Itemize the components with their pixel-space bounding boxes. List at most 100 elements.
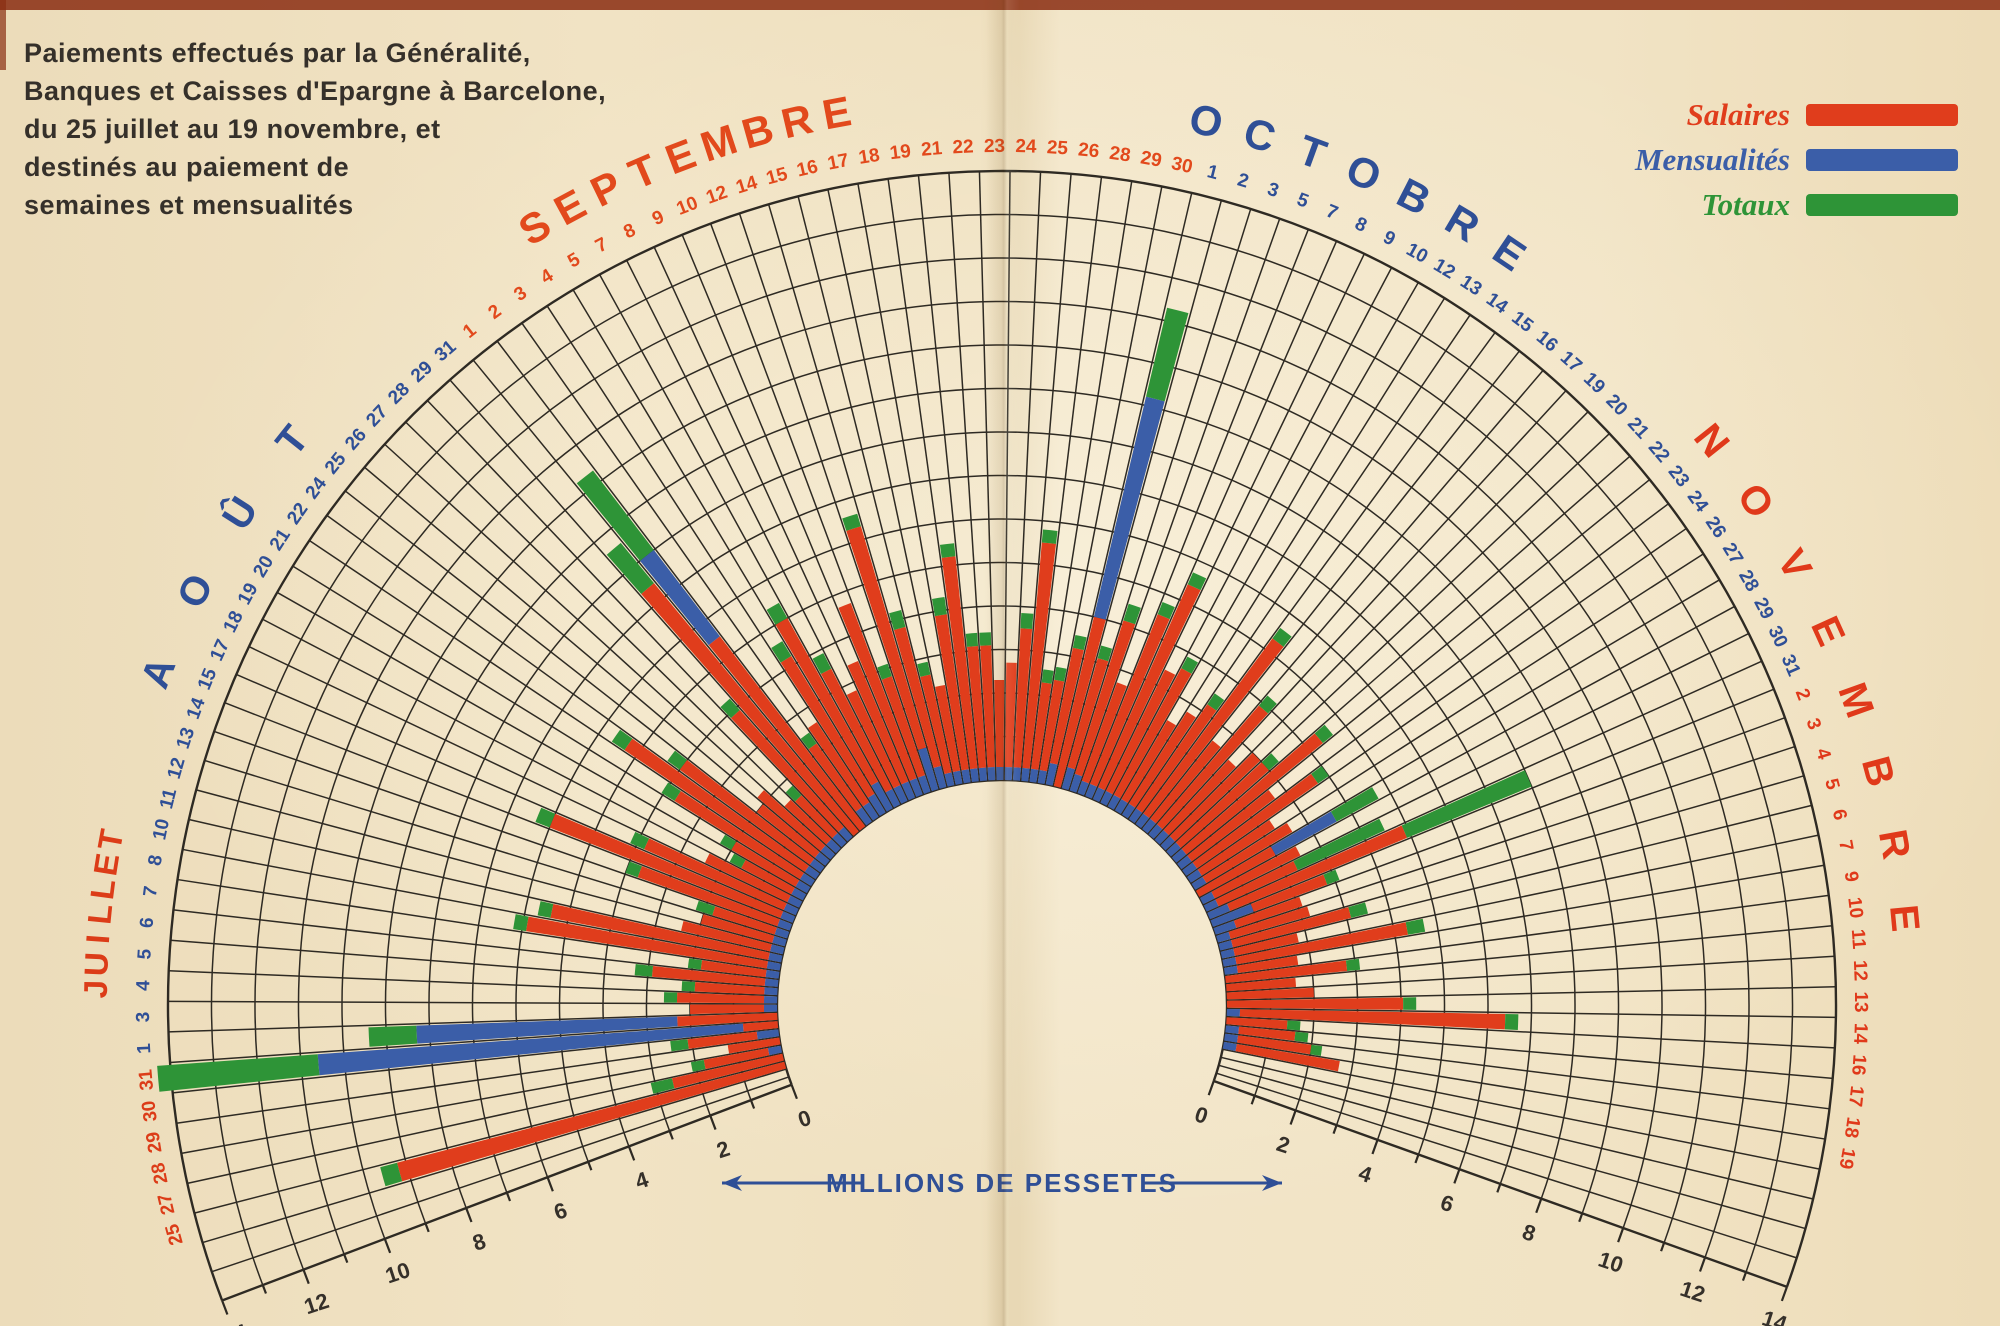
day-bar-segment	[741, 860, 795, 895]
rim-date-label: 25	[321, 448, 351, 478]
day-bar-segment	[1090, 614, 1170, 787]
rim-date-label: 28	[384, 379, 414, 409]
day-bar-segment	[820, 845, 835, 860]
grid-radial	[326, 514, 821, 874]
month-label-letter: E	[1802, 610, 1853, 652]
day-bar-segment	[397, 1061, 787, 1182]
scale-tick	[1578, 1212, 1584, 1223]
grid-radial	[384, 443, 836, 855]
title-line: Paiements effectués par la Généralité,	[24, 38, 531, 68]
rim-date-label: 19	[234, 580, 263, 609]
rim-date-label: 3	[510, 282, 531, 305]
rim-date-label: 18	[1840, 1115, 1864, 1139]
day-bar-segment	[1154, 830, 1169, 845]
rim-date-label: 16	[1532, 327, 1562, 357]
day-bar-segment	[1113, 668, 1192, 799]
rim-date-label: 30	[138, 1099, 161, 1123]
day-bar-segment	[1004, 662, 1017, 768]
day-bar-segment	[1211, 846, 1301, 899]
day-bar-segment	[939, 543, 956, 558]
day-bar-segment	[1403, 997, 1417, 1010]
grid-radial	[1195, 579, 1720, 891]
grid-radial	[1127, 314, 1471, 820]
day-bar-segment	[889, 609, 906, 630]
day-bar-segment	[777, 919, 793, 931]
grid-radial	[1223, 1040, 1826, 1140]
rim-date-label: 29	[143, 1130, 167, 1154]
grid-radial	[1068, 208, 1252, 791]
day-bar-segment	[1182, 862, 1197, 876]
day-bar-segment	[1225, 960, 1348, 983]
grid-radial	[1215, 745, 1796, 936]
day-bar-segment	[681, 920, 772, 952]
day-bar-segment	[838, 827, 853, 842]
day-bar-segment	[800, 732, 817, 750]
axis-arrowhead-left	[722, 1175, 742, 1191]
day-bar-segment	[1021, 767, 1030, 782]
scale-label: 6	[551, 1197, 570, 1225]
rim-date-label: 18	[857, 145, 881, 169]
scale-label: 6	[1437, 1190, 1456, 1218]
scale-label: 8	[1519, 1219, 1538, 1247]
day-bar-segment	[978, 767, 988, 782]
day-bar-segment	[885, 788, 901, 808]
day-bar-segment	[317, 1023, 744, 1076]
rim-date-label: 5	[1294, 189, 1312, 213]
day-bar-segment	[774, 927, 790, 939]
day-bar-segment	[808, 722, 870, 807]
grid-radial	[1216, 1072, 1797, 1259]
day-bar-segment	[1022, 542, 1056, 769]
day-bar-segment	[1187, 790, 1276, 862]
day-bar-segment	[624, 738, 809, 872]
grid-radial	[625, 259, 902, 805]
grid-arc	[471, 474, 1533, 1193]
month-label-letter: E	[819, 87, 855, 138]
grid-radial	[224, 702, 793, 925]
grid-radial	[1159, 411, 1589, 846]
month-label-letter: C	[1238, 108, 1280, 162]
scale-label: 2	[713, 1136, 732, 1164]
month-label-letter: N	[1685, 416, 1737, 466]
day-bar-segment	[1233, 933, 1299, 956]
day-bar-segment	[764, 978, 779, 987]
grid-radial	[426, 400, 848, 843]
grid-radial	[1226, 1007, 1836, 1019]
grid-radial	[1206, 660, 1763, 913]
day-bar-segment	[820, 668, 893, 793]
day-bar-segment	[704, 853, 791, 903]
day-bar-segment	[1098, 584, 1201, 791]
grid-radial	[767, 204, 940, 790]
scale-label: 14	[220, 1319, 252, 1326]
day-bar-segment	[1146, 307, 1189, 402]
day-bar-segment	[1136, 704, 1217, 813]
day-bar-segment	[1092, 787, 1105, 803]
scale-label: 0	[795, 1105, 814, 1133]
day-bar-segment	[996, 766, 1004, 781]
scale-tick	[302, 1269, 310, 1285]
rim-date-label: 8	[145, 853, 167, 867]
legend-label-salaires: Salaires	[1686, 97, 1790, 132]
day-bar-segment	[855, 807, 872, 826]
month-label-letter: T	[90, 826, 130, 853]
grid-radial	[1226, 955, 1835, 993]
rim-date-label: 24	[302, 473, 332, 503]
day-bar-segment	[670, 1039, 689, 1052]
scale-tick	[1207, 1080, 1215, 1096]
day-bar-segment	[681, 981, 696, 992]
day-bar-segment	[994, 679, 1005, 768]
legend-swatch-totaux	[1806, 194, 1958, 216]
grid-radial	[1212, 716, 1786, 929]
title-line: du 25 juillet au 19 novembre, et	[24, 114, 441, 144]
grid-radial	[1106, 267, 1393, 807]
day-bar-segment	[650, 1078, 675, 1094]
day-bar-segment	[671, 1053, 784, 1089]
day-bar-segment	[1228, 906, 1311, 939]
grid-radial	[1226, 1015, 1835, 1049]
grid-radial	[1044, 186, 1163, 785]
day-bar-segment	[1202, 822, 1293, 884]
day-bar-segment	[1169, 752, 1261, 842]
grid-radial	[169, 1019, 778, 1064]
axis-arrowhead-right	[1262, 1175, 1282, 1191]
grid-radial	[405, 421, 842, 849]
